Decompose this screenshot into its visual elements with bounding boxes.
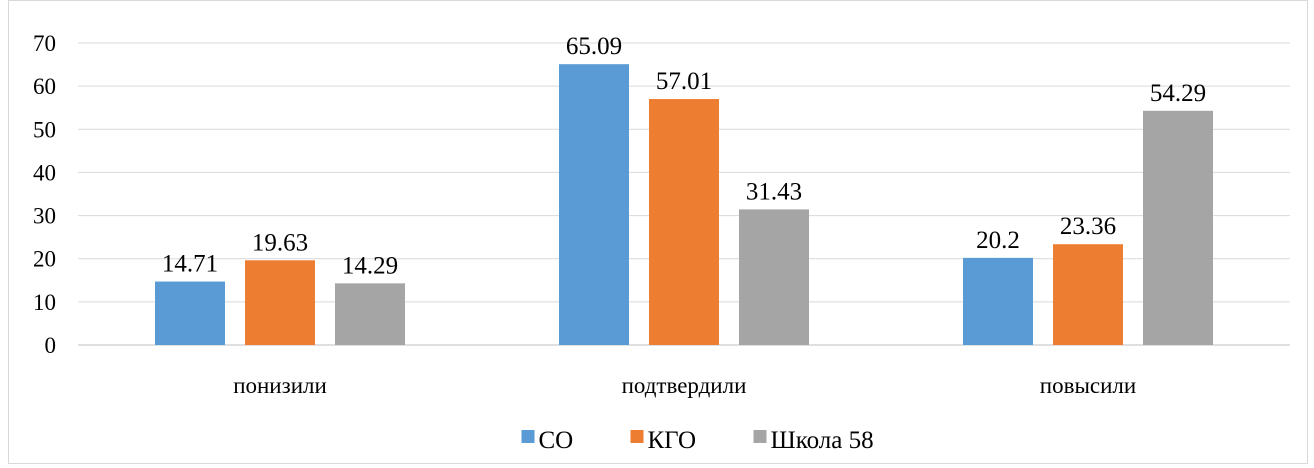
y-tick-label: 40 — [33, 160, 56, 185]
y-tick-label: 0 — [45, 333, 57, 358]
category-label: подтвердили — [622, 373, 747, 398]
category-label: понизили — [233, 373, 327, 398]
data-label: 19.63 — [252, 229, 308, 256]
bar — [155, 281, 225, 345]
bar — [739, 209, 809, 345]
y-tick-label: 30 — [33, 204, 56, 229]
legend-label: Школа 58 — [771, 427, 874, 454]
legend-swatch — [630, 430, 644, 443]
data-label: 14.71 — [162, 251, 218, 278]
bar — [335, 283, 405, 345]
legend-label: КГО — [648, 427, 697, 454]
bar — [963, 257, 1033, 345]
data-label: 65.09 — [566, 33, 622, 60]
data-label: 57.01 — [656, 68, 712, 95]
legend-swatch — [521, 430, 535, 443]
legend-swatch — [753, 430, 767, 443]
data-label: 14.29 — [342, 252, 398, 279]
data-label: 31.43 — [746, 178, 802, 205]
data-label: 20.2 — [976, 227, 1020, 254]
bar — [1053, 244, 1123, 345]
category-label: повысили — [1040, 373, 1136, 398]
legend-label: СО — [539, 427, 574, 454]
bar — [559, 64, 629, 346]
bar — [245, 260, 315, 345]
y-tick-label: 70 — [33, 31, 56, 56]
bar — [1143, 110, 1213, 345]
y-tick-label: 60 — [33, 74, 56, 99]
y-tick-label: 20 — [33, 247, 56, 272]
y-tick-label: 10 — [33, 290, 56, 315]
y-tick-label: 50 — [33, 117, 56, 142]
data-label: 54.29 — [1150, 80, 1206, 107]
bar — [649, 99, 719, 345]
data-label: 23.36 — [1060, 213, 1116, 240]
